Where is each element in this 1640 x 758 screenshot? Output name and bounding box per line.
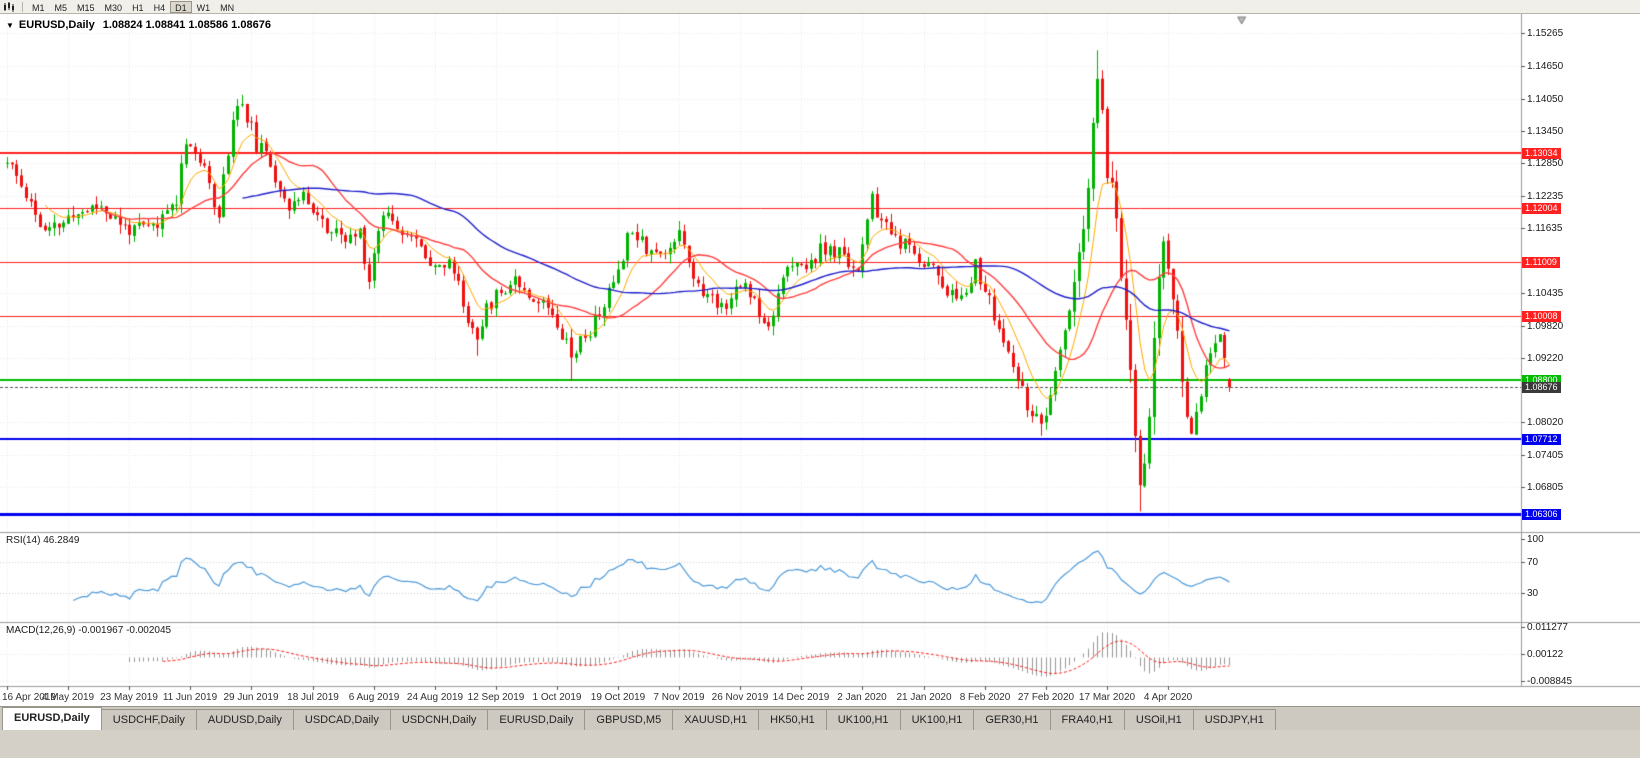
chart-tab[interactable]: USOil,H1	[1123, 709, 1194, 730]
chart-tab[interactable]: UK100,H1	[899, 709, 975, 730]
macd-indicator-label: MACD(12,26,9) -0.001967 -0.002045	[6, 625, 172, 636]
chart-tab[interactable]: USDJPY,H1	[1192, 709, 1276, 730]
chart-ohlc-values: 1.08824 1.08841 1.08586 1.08676	[102, 19, 271, 31]
chart-tab[interactable]: USDCHF,Daily	[100, 709, 197, 730]
timeframe-button-w1[interactable]: W1	[196, 2, 211, 13]
chart-tab[interactable]: GER30,H1	[973, 709, 1051, 730]
chart-symbol-label: EURUSD,Daily	[18, 19, 95, 31]
chart-region: ▼ EURUSD,Daily 1.08824 1.08841 1.08586 1.0…	[0, 14, 1640, 706]
chart-canvas[interactable]	[0, 14, 1640, 706]
chart-tab[interactable]: UK100,H1	[825, 709, 901, 730]
timeframe-button-mn[interactable]: MN	[220, 2, 235, 13]
chart-tabbar: EURUSD,Daily USDCHF,Daily AUDUSD,Daily USDC…	[0, 706, 1640, 730]
chart-tab[interactable]: AUDUSD,Daily	[195, 709, 294, 730]
timeframe-toolbar: M1 M5 M15 M30 H1 H4 D1 W1 MN	[0, 0, 1640, 14]
timeframe-button-m30[interactable]: M30	[104, 2, 123, 13]
timeframe-button-m1[interactable]: M1	[32, 2, 45, 13]
chart-tab[interactable]: XAUUSD,H1	[672, 709, 760, 730]
chart-tab[interactable]: GBPUSD,M5	[584, 709, 674, 730]
window-bottom-strip	[0, 730, 1640, 758]
chart-tab[interactable]: EURUSD,Daily	[487, 709, 586, 730]
chart-tab[interactable]: USDCNH,Daily	[389, 709, 489, 730]
timeframe-button-m15[interactable]: M15	[77, 2, 95, 13]
chart-tab[interactable]: USDCAD,Daily	[292, 709, 391, 730]
timeframe-button-d1[interactable]: D1	[170, 0, 192, 13]
timeframe-button-m5[interactable]: M5	[54, 2, 68, 13]
toolbar-separator	[22, 1, 23, 12]
chart-tab[interactable]: EURUSD,Daily	[2, 707, 102, 730]
timeframe-button-h4[interactable]: H4	[153, 2, 166, 13]
candlestick-chart-icon[interactable]	[3, 1, 15, 12]
timeframe-buttons: M1 M5 M15 M30 H1 H4 D1 W1 MN	[27, 0, 239, 13]
chart-tab[interactable]: HK50,H1	[758, 709, 827, 730]
timeframe-button-h1[interactable]: H1	[132, 2, 144, 13]
chart-tab[interactable]: FRA40,H1	[1049, 709, 1125, 730]
rsi-indicator-label: RSI(14) 46.2849	[6, 535, 80, 546]
chart-title: ▼ EURUSD,Daily 1.08824 1.08841 1.08586 1.0…	[6, 19, 271, 31]
collapse-arrow-icon[interactable]: ▼	[6, 21, 14, 30]
